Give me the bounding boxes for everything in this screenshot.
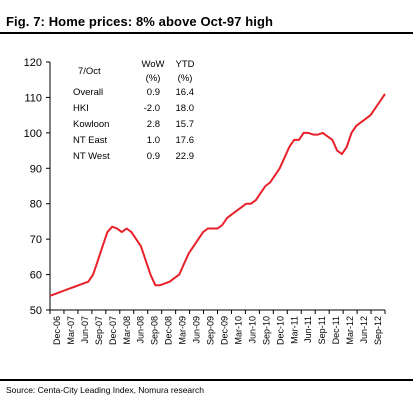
x-tick-label: Dec-11	[331, 316, 341, 344]
y-tick-label: 60	[30, 270, 42, 282]
table-header-col1: WoW	[141, 59, 164, 70]
y-tick-label: 100	[24, 128, 42, 140]
table-row-wow: -2.0	[144, 103, 160, 114]
table-unit-col2: (%)	[178, 73, 193, 84]
x-axis-ticks: Dec-06 Mar-07 Jun-07 Sep-07 Dec-07 Mar-08 Jun-…	[49, 310, 386, 345]
x-tick-label: Sep-08	[150, 316, 160, 345]
x-tick-label: Mar-11	[289, 316, 299, 344]
y-tick-label: 50	[30, 305, 42, 317]
table-row-wow: 1.0	[147, 135, 160, 146]
figure-title: Fig. 7: Home prices: 8% above Oct-97 hig…	[6, 14, 274, 29]
x-tick-label: Mar-10	[233, 316, 243, 345]
x-tick-label: Sep-11	[317, 316, 327, 344]
table-row-label: HKI	[73, 103, 89, 114]
source-rule	[0, 379, 413, 381]
table-row-wow: 2.8	[147, 119, 160, 130]
y-tick-label: 120	[24, 57, 42, 69]
x-tick-label: Dec-10	[275, 316, 285, 345]
source-note: Source: Centa-City Leading Index, Nomura…	[6, 385, 204, 395]
x-tick-label: Sep-10	[261, 316, 271, 345]
chart-axes	[49, 62, 385, 311]
x-tick-label: Jun-11	[303, 316, 313, 343]
x-tick-label: Jun-07	[80, 316, 90, 344]
table-row-label: NT East	[73, 135, 108, 146]
x-tick-label: Mar-09	[178, 316, 188, 345]
table-row-ytd: 22.9	[176, 151, 195, 162]
x-tick-label: Jun-08	[136, 316, 146, 344]
table-row-ytd: 16.4	[176, 87, 195, 98]
y-tick-label: 110	[24, 92, 42, 104]
y-tick-label: 90	[30, 163, 42, 175]
x-tick-label: Dec-07	[108, 316, 118, 345]
table-row-wow: 0.9	[147, 151, 160, 162]
x-tick-label: Mar-07	[66, 316, 76, 345]
table-row-ytd: 18.0	[176, 103, 195, 114]
chart-canvas: 50 60 70 80 90 100 110 120 Dec-06 Mar-07 Jun-07 Se…	[24, 57, 386, 345]
x-tick-label: Dec-08	[164, 316, 174, 345]
y-axis-ticks: 50 60 70 80 90 100 110 120	[24, 57, 50, 317]
table-unit-col1: (%)	[146, 73, 161, 84]
inset-table: 7/Oct WoW YTD (%) (%) Overall 0.9 16.4 H…	[73, 59, 195, 162]
title-rule	[0, 32, 413, 34]
x-tick-label: Jun-09	[192, 316, 202, 344]
x-tick-label: Sep-12	[373, 316, 383, 345]
table-row-label: Kowloon	[73, 119, 109, 130]
x-tick-label: Mar-08	[122, 316, 132, 345]
x-tick-label: Jun-12	[359, 316, 369, 344]
y-tick-label: 70	[30, 234, 42, 246]
x-tick-label: Sep-09	[206, 316, 216, 345]
table-row-label: NT West	[73, 151, 110, 162]
x-tick-label: Dec-09	[219, 316, 229, 345]
table-header-col2: YTD	[176, 59, 195, 70]
x-tick-label: Sep-07	[94, 316, 104, 345]
x-tick-label: Jun-10	[247, 316, 257, 344]
table-row-ytd: 15.7	[176, 119, 195, 130]
table-header-label: 7/Oct	[78, 66, 101, 77]
series-group	[49, 93, 386, 297]
x-tick-label: Mar-12	[345, 316, 355, 345]
y-tick-label: 80	[30, 199, 42, 211]
table-row-ytd: 17.6	[176, 135, 195, 146]
x-tick-label: Dec-06	[52, 316, 62, 345]
table-row-label: Overall	[73, 87, 103, 98]
series-line	[49, 93, 386, 297]
table-row-wow: 0.9	[147, 87, 160, 98]
